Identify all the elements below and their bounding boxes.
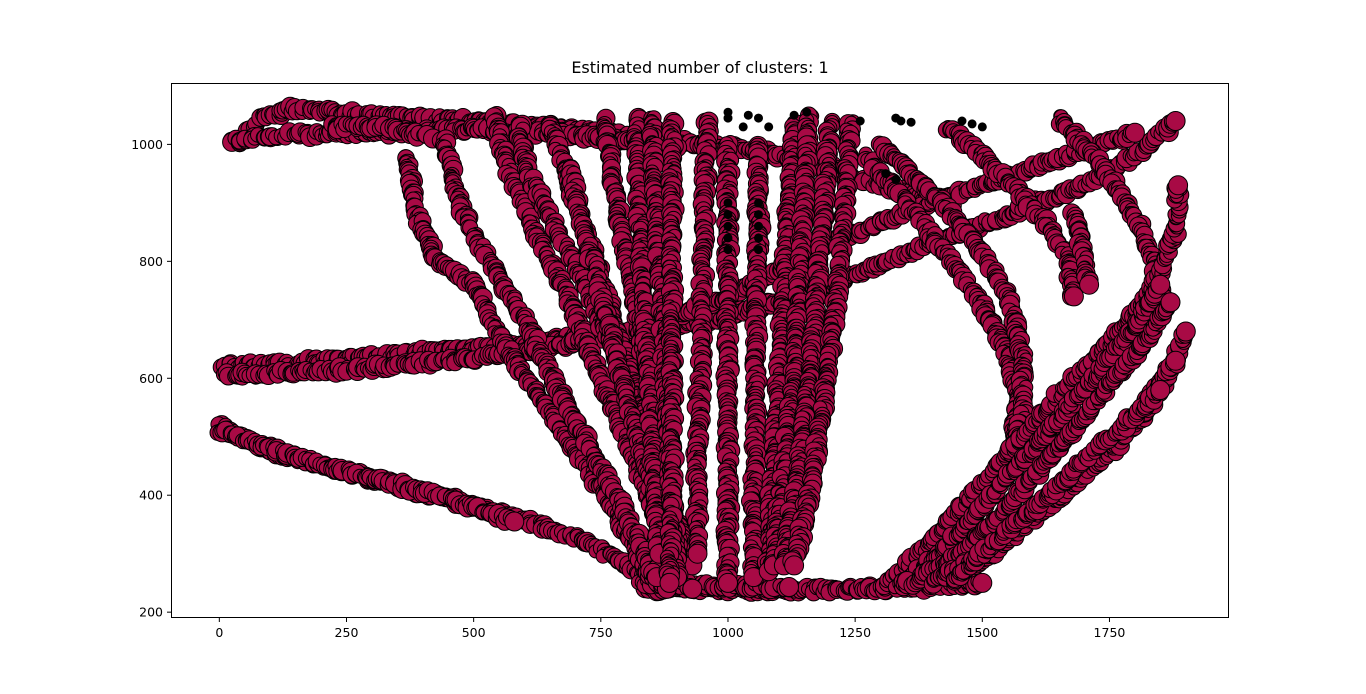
chart-title: Estimated number of clusters: 1 xyxy=(571,58,829,77)
core-point xyxy=(504,511,525,532)
core-point xyxy=(972,572,993,593)
core-point xyxy=(1165,111,1186,131)
core-point xyxy=(718,572,738,593)
data-points-layer xyxy=(209,96,1196,602)
core-point xyxy=(1124,122,1145,143)
core-point xyxy=(659,572,680,593)
core-point xyxy=(682,578,703,599)
core-point xyxy=(687,543,708,564)
core-point xyxy=(779,577,799,597)
